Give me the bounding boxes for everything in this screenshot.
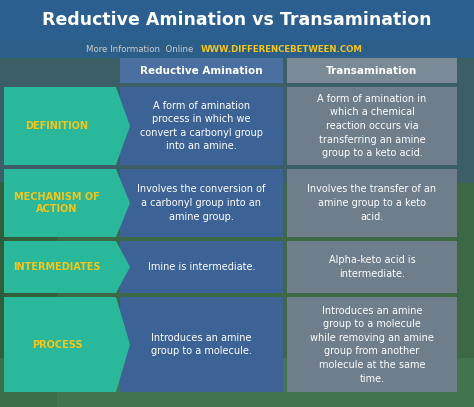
Text: PROCESS: PROCESS [32,339,82,350]
Text: A form of amination in
which a chemical
reaction occurs via
transferring an amin: A form of amination in which a chemical … [318,94,427,158]
FancyBboxPatch shape [0,0,474,183]
Text: Reductive Amination vs Transamination: Reductive Amination vs Transamination [42,11,432,29]
Polygon shape [4,297,130,392]
Text: Imine is intermediate.: Imine is intermediate. [148,262,255,272]
Polygon shape [4,87,130,165]
Text: DEFINITION: DEFINITION [26,121,89,131]
Text: Reductive Amination: Reductive Amination [140,66,263,76]
Text: Alpha-keto acid is
intermediate.: Alpha-keto acid is intermediate. [328,255,415,279]
FancyBboxPatch shape [0,0,474,40]
FancyBboxPatch shape [120,58,283,83]
FancyBboxPatch shape [0,40,474,58]
FancyBboxPatch shape [120,241,283,293]
FancyBboxPatch shape [0,183,57,407]
Text: Transamination: Transamination [327,66,418,76]
FancyBboxPatch shape [120,297,283,392]
Polygon shape [4,169,130,237]
Text: WWW.DIFFERENCEBETWEEN.COM: WWW.DIFFERENCEBETWEEN.COM [201,44,363,53]
Text: INTERMEDIATES: INTERMEDIATES [13,262,101,272]
Text: Involves the transfer of an
amine group to a keto
acid.: Involves the transfer of an amine group … [308,184,437,221]
Polygon shape [4,241,130,293]
FancyBboxPatch shape [287,58,457,83]
FancyBboxPatch shape [287,297,457,392]
Text: Introduces an amine
group to a molecule
while removing an amine
group from anoth: Introduces an amine group to a molecule … [310,306,434,383]
FancyBboxPatch shape [120,87,283,165]
FancyBboxPatch shape [287,241,457,293]
Text: Introduces an amine
group to a molecule.: Introduces an amine group to a molecule. [151,333,252,356]
FancyBboxPatch shape [120,169,283,237]
Text: A form of amination
process in which we
convert a carbonyl group
into an amine.: A form of amination process in which we … [140,101,263,151]
FancyBboxPatch shape [287,87,457,165]
FancyBboxPatch shape [0,358,474,407]
Text: MECHANISM OF
ACTION: MECHANISM OF ACTION [14,192,100,214]
FancyBboxPatch shape [287,169,457,237]
Text: Involves the conversion of
a carbonyl group into an
amine group.: Involves the conversion of a carbonyl gr… [137,184,266,221]
Text: More Information  Online: More Information Online [86,44,199,53]
